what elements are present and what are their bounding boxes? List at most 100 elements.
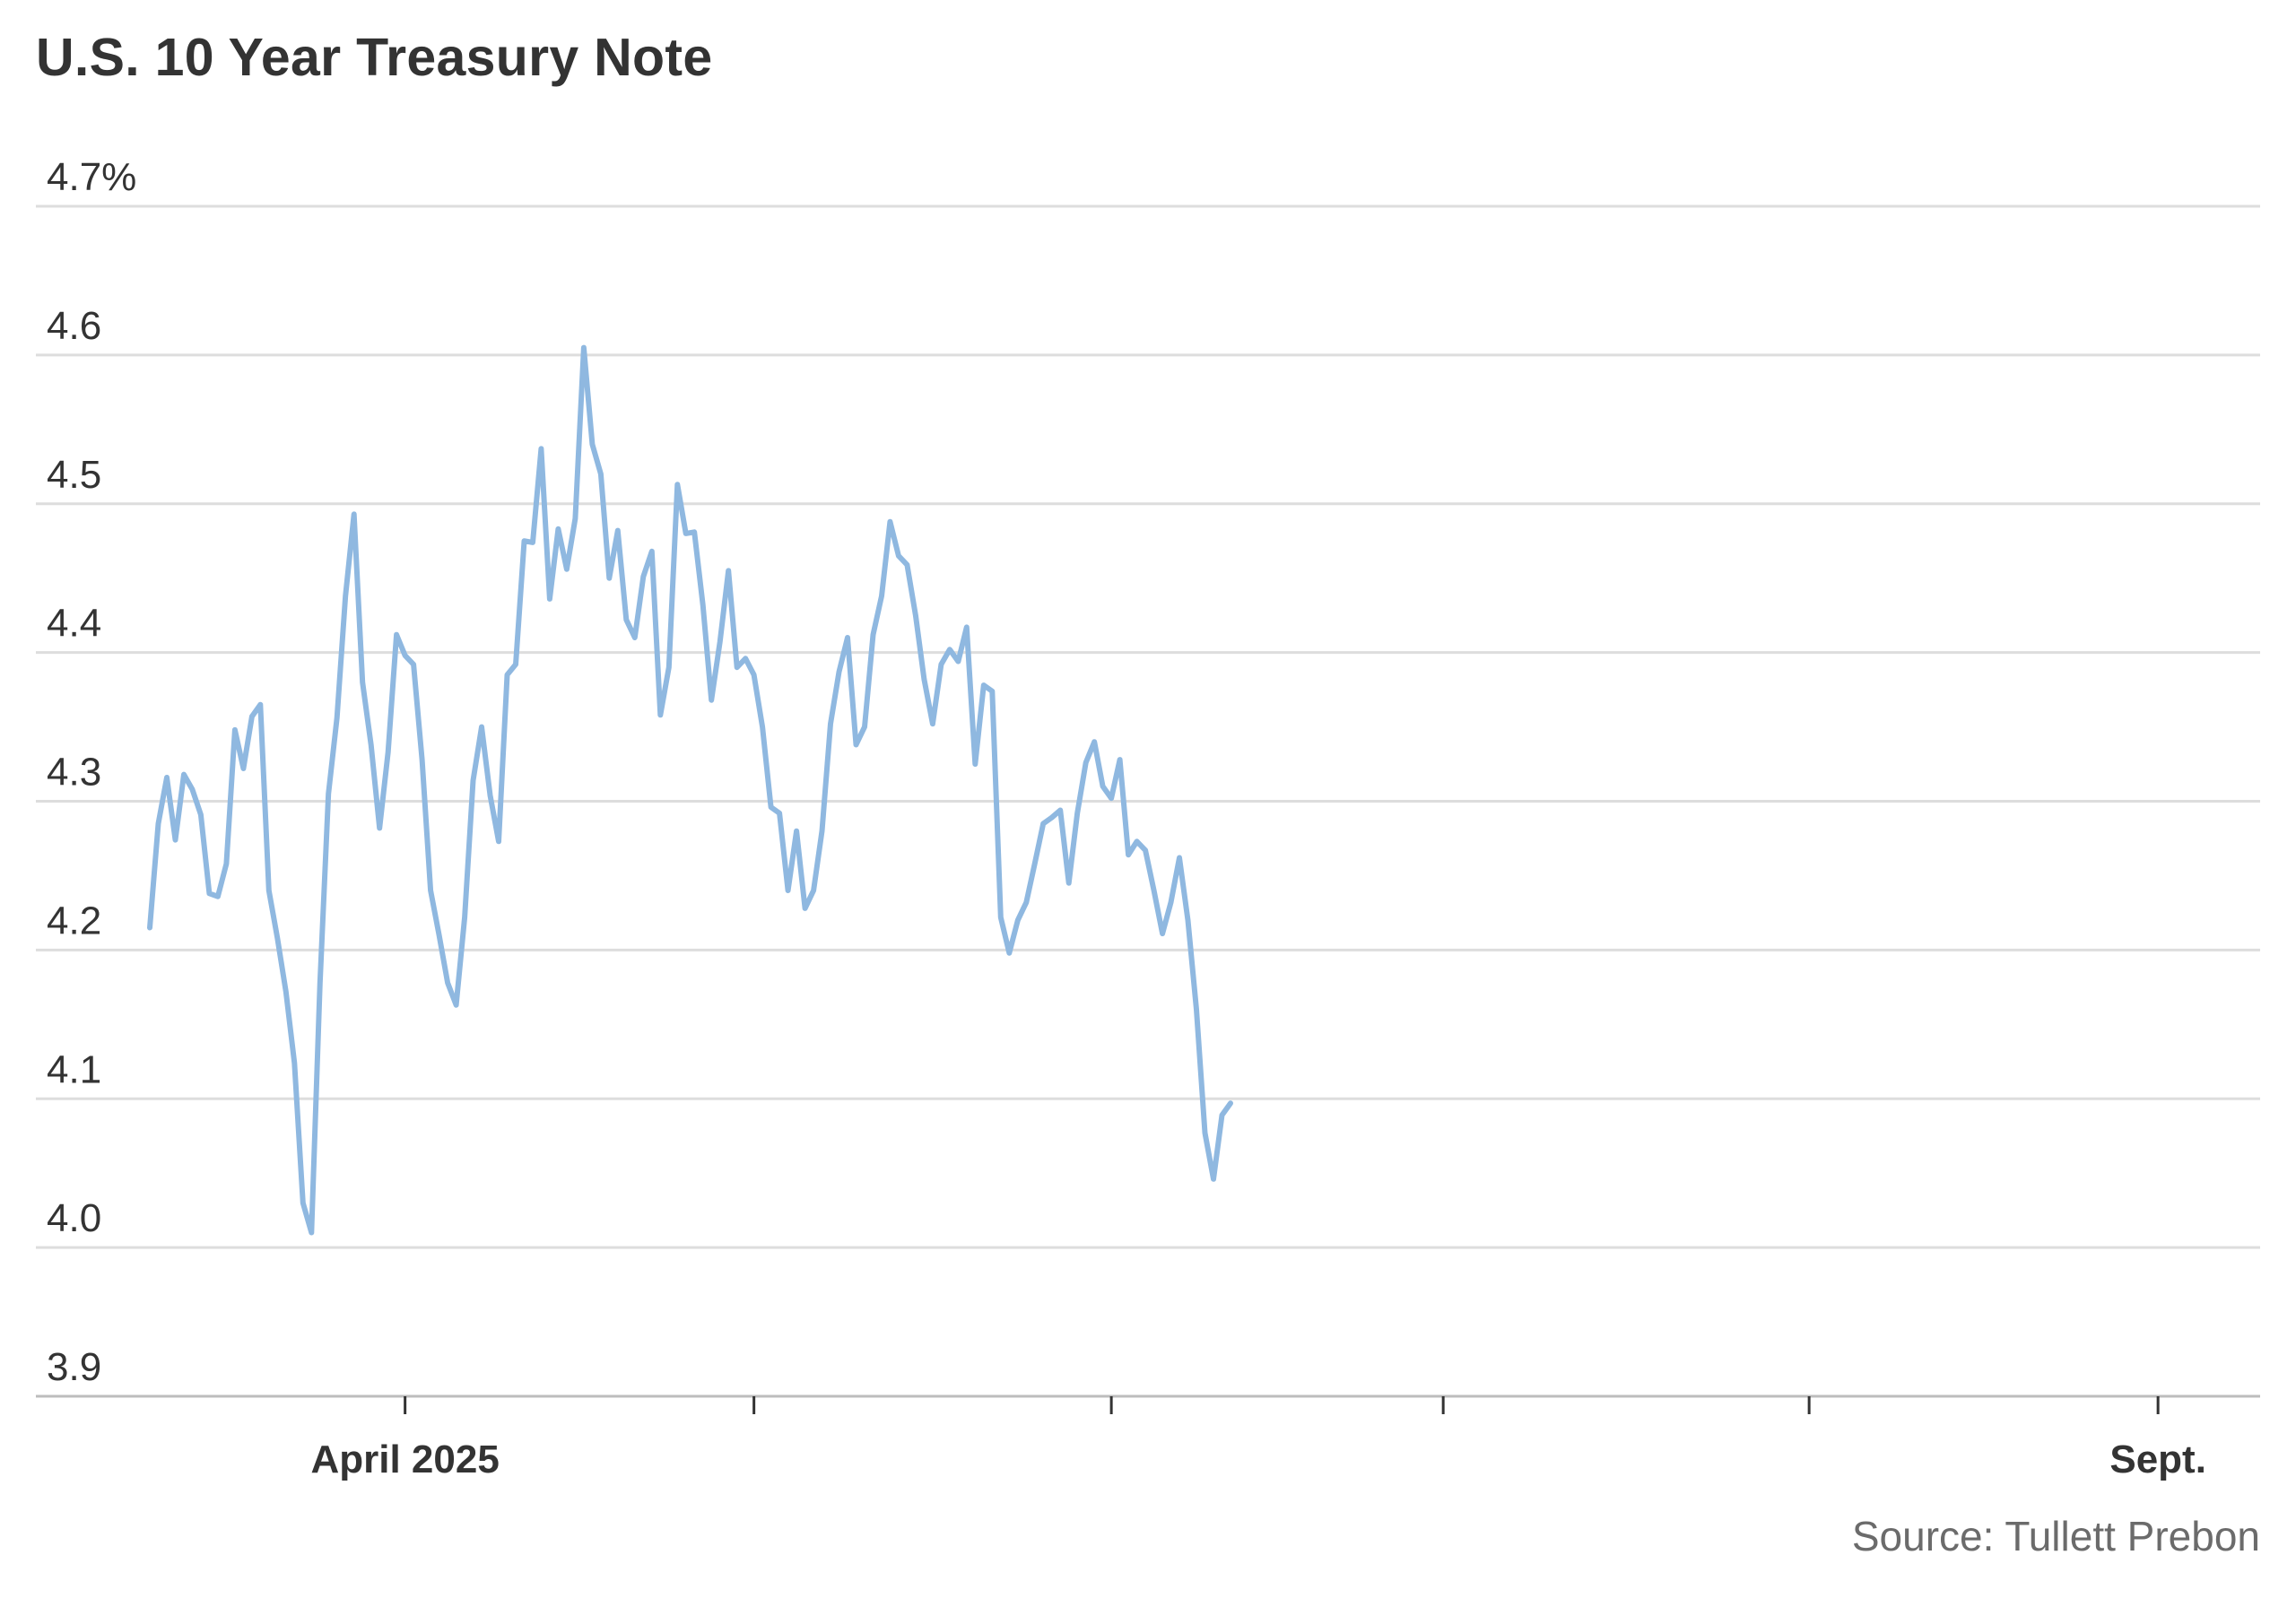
data-point — [259, 703, 262, 706]
x-axis-labels: April 2025 Sept. — [310, 1438, 2205, 1481]
data-point — [216, 895, 219, 898]
data-point — [1161, 933, 1164, 935]
data-point — [582, 346, 585, 349]
data-point — [667, 666, 670, 669]
data-point — [821, 830, 823, 832]
data-point — [455, 1003, 457, 1006]
data-point — [889, 520, 891, 523]
y-tick-label: 3.9 — [47, 1345, 101, 1389]
data-point — [599, 473, 602, 475]
y-tick-label: 4.2 — [47, 899, 101, 942]
data-point — [1170, 901, 1172, 904]
data-point — [481, 725, 483, 728]
data-point — [1042, 822, 1045, 825]
data-point — [396, 633, 398, 636]
data-point — [157, 822, 160, 825]
data-point — [284, 990, 287, 993]
data-point — [1076, 812, 1079, 814]
data-point — [1178, 856, 1181, 859]
data-point — [847, 637, 849, 639]
data-point — [318, 981, 321, 984]
data-point — [174, 838, 177, 841]
data-point — [557, 527, 560, 530]
data-point — [948, 648, 951, 651]
data-point — [813, 890, 815, 892]
data-point — [276, 937, 279, 940]
data-point — [1033, 863, 1036, 865]
x-axis — [404, 1396, 2160, 1414]
data-point — [591, 443, 594, 446]
data-point — [982, 684, 985, 687]
data-point — [770, 806, 772, 809]
data-point — [778, 812, 781, 814]
data-point — [250, 715, 253, 717]
x-tick-label: April 2025 — [310, 1438, 499, 1481]
data-point — [506, 673, 509, 676]
data-point — [1084, 761, 1087, 764]
data-point — [838, 671, 840, 673]
data-point — [404, 654, 406, 656]
data-point — [498, 840, 500, 843]
x-tick-label: Sept. — [2109, 1438, 2206, 1481]
y-axis-labels: 3.9 4.0 4.1 4.2 4.3 4.4 4.5 4.6 4.7% — [47, 155, 136, 1389]
data-point — [735, 666, 738, 669]
data-point — [684, 532, 687, 534]
data-point — [633, 637, 636, 639]
data-point — [387, 751, 389, 753]
data-point — [335, 717, 338, 719]
data-point — [208, 892, 211, 895]
data-point — [897, 554, 900, 557]
data-point — [225, 863, 228, 865]
data-point — [574, 517, 577, 520]
data-point — [540, 447, 543, 450]
data-point — [1101, 785, 1104, 787]
data-point — [1212, 1177, 1214, 1180]
y-tick-label: 4.5 — [47, 453, 101, 497]
y-tick-label: 4.6 — [47, 304, 101, 348]
data-point — [191, 788, 194, 791]
data-point — [659, 714, 662, 717]
y-tick-label: 4.4 — [47, 602, 101, 646]
data-point — [1229, 1102, 1231, 1105]
data-point — [625, 619, 628, 621]
y-tick-label: 4.0 — [47, 1196, 101, 1240]
data-point — [1135, 840, 1138, 843]
series-line — [147, 344, 1233, 1236]
data-point — [880, 595, 883, 597]
data-point — [1016, 919, 1019, 922]
data-point — [293, 1062, 296, 1064]
data-point — [914, 614, 917, 617]
data-point — [1152, 890, 1155, 892]
data-point — [1059, 809, 1062, 812]
data-point — [923, 678, 926, 681]
data-point — [267, 890, 270, 892]
data-point — [940, 663, 943, 665]
data-point — [906, 563, 909, 566]
data-point — [1118, 759, 1121, 761]
data-point — [310, 1231, 313, 1234]
data-point — [830, 723, 832, 725]
y-tick-label: 4.1 — [47, 1047, 101, 1091]
data-point — [931, 723, 934, 725]
data-point — [804, 907, 806, 909]
y-tick-label: 4.3 — [47, 751, 101, 795]
data-point — [608, 577, 611, 579]
y-tick-label: 4.7% — [47, 155, 136, 199]
data-point — [1067, 882, 1070, 884]
data-point — [430, 890, 432, 892]
data-point — [242, 768, 245, 770]
data-point — [327, 793, 330, 795]
data-point — [489, 794, 491, 796]
data-point — [727, 569, 730, 572]
data-point — [199, 813, 202, 816]
series-group — [147, 344, 1233, 1236]
data-point — [370, 743, 372, 746]
data-point — [872, 633, 874, 636]
data-point — [1093, 741, 1096, 743]
data-point — [464, 916, 466, 918]
data-point — [1204, 1132, 1206, 1134]
data-point — [514, 663, 517, 665]
data-point — [863, 725, 865, 728]
